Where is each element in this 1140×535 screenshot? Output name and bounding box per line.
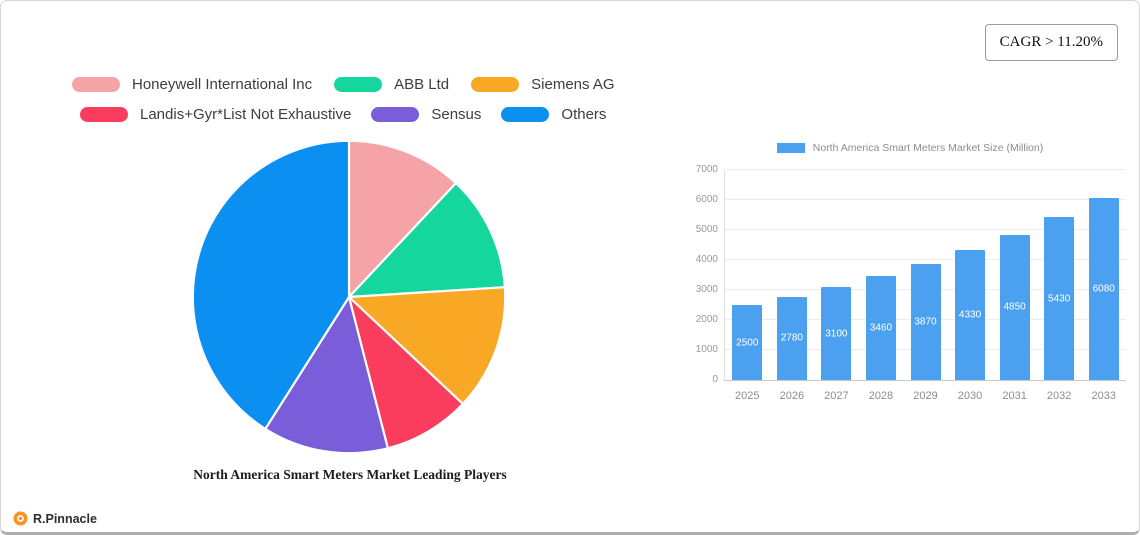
bar-value-label: 5430: [1048, 293, 1071, 305]
bar-value-label: 3460: [869, 322, 893, 334]
bar-2026: 2780: [776, 296, 807, 380]
brand-logo: R.Pinnacle: [13, 511, 97, 526]
legend-item-sensus: Sensus: [371, 106, 481, 123]
legend-swatch-icon: [371, 107, 420, 122]
gridline: [725, 169, 1126, 170]
bar-value-label: 6080: [1092, 283, 1115, 295]
legend-label: ABB Ltd: [394, 76, 450, 93]
bar-2029: 3870: [910, 263, 941, 380]
bar-legend-label: North America Smart Meters Market Size (…: [812, 142, 1044, 154]
pie-slice-honeywell-international-inc: [347, 139, 458, 299]
legend-label: Honeywell International Inc: [132, 76, 313, 93]
pie-slice-abb-ltd: [347, 182, 506, 299]
bar-2030: 4330: [955, 250, 986, 380]
y-axis-tick-label: 7000: [695, 164, 718, 175]
pie-slice-siemens-ag: [347, 286, 507, 406]
gridline: [725, 199, 1126, 200]
pie-legend-row-1: Honeywell International Inc ABB Ltd Siem…: [72, 76, 615, 93]
legend-swatch-icon: [80, 107, 128, 122]
x-axis-tick-label: 2031: [1002, 390, 1027, 402]
legend-swatch-icon: [501, 107, 550, 122]
brand-name: R.Pinnacle: [33, 511, 97, 526]
bar-value-label: 4850: [1003, 301, 1026, 313]
pie-slice-landis-gyr-list-not-exhaustive: [347, 295, 464, 450]
y-axis-tick-label: 2000: [695, 314, 718, 325]
pie-slice-sensus: [264, 295, 389, 455]
pie-slice-others: [191, 139, 351, 430]
y-axis-tick-label: 1000: [695, 344, 718, 355]
y-axis-tick-label: 3000: [695, 284, 718, 295]
bar-value-label: 2780: [780, 332, 803, 344]
pie-legend: Honeywell International Inc ABB Ltd Siem…: [72, 76, 615, 136]
x-axis-tick-label: 2027: [824, 390, 849, 402]
legend-swatch-icon: [334, 77, 383, 92]
x-axis-tick-label: 2025: [735, 390, 760, 402]
bar-plot-area: 0 1000 2000 3000 4000 5000 6000 7000 2500 2025 278…: [696, 165, 1126, 402]
bar-2033: 6080: [1088, 197, 1119, 380]
pie-chart: [191, 139, 507, 455]
bar-legend-swatch-icon: [776, 143, 805, 153]
legend-swatch-icon: [471, 77, 520, 92]
x-axis-tick-label: 2028: [868, 390, 894, 402]
bar-2028: 3460: [865, 276, 896, 380]
cagr-badge: CAGR > 11.20%: [984, 24, 1118, 61]
y-axis-tick-label: 5000: [695, 224, 718, 235]
legend-item-abb-ltd: ABB Ltd: [334, 76, 449, 93]
x-axis-tick-label: 2032: [1046, 390, 1072, 402]
legend-label: Siemens AG: [531, 76, 615, 93]
bar-chart: North America Smart Meters Market Size (…: [688, 142, 1132, 402]
legend-item-others: Others: [501, 106, 606, 123]
legend-item-landis-gyr: Landis+Gyr*List Not Exhaustive: [80, 106, 351, 123]
bar-2025: 2500: [732, 305, 763, 380]
bar-2031: 4850: [999, 234, 1030, 380]
y-axis-tick-label: 6000: [695, 194, 718, 205]
gridline: [725, 259, 1126, 260]
bar-value-label: 3870: [914, 316, 937, 328]
bar-chart-legend: North America Smart Meters Market Size (…: [688, 142, 1132, 154]
gridline: [725, 229, 1126, 230]
legend-item-siemens-ag: Siemens AG: [471, 76, 615, 93]
pie-legend-row-2: Landis+Gyr*List Not Exhaustive Sensus Ot…: [80, 106, 615, 123]
x-axis-tick-label: 2033: [1091, 390, 1116, 402]
legend-swatch-icon: [72, 77, 120, 92]
bar-value-label: 3100: [825, 328, 848, 339]
y-axis-tick-label: 4000: [695, 254, 718, 265]
bar-value-label: 4330: [958, 309, 982, 321]
legend-label: Others: [561, 106, 607, 123]
bar-value-label: 2500: [736, 337, 759, 348]
pinnacle-brand-icon: [13, 511, 28, 526]
legend-label: Sensus: [431, 106, 482, 123]
bar-2032: 5430: [1044, 217, 1075, 380]
y-axis-tick-label: 0: [712, 374, 718, 385]
pie-chart-title: North America Smart Meters Market Leadin…: [193, 467, 507, 482]
x-axis-tick-label: 2029: [913, 390, 938, 402]
x-axis-tick-label: 2030: [957, 390, 983, 402]
bar-2027: 3100: [821, 287, 852, 380]
x-axis-tick-label: 2026: [779, 390, 805, 402]
legend-item-honeywell-international-inc: Honeywell International Inc: [72, 76, 312, 93]
legend-label: Landis+Gyr*List Not Exhaustive: [140, 106, 352, 123]
